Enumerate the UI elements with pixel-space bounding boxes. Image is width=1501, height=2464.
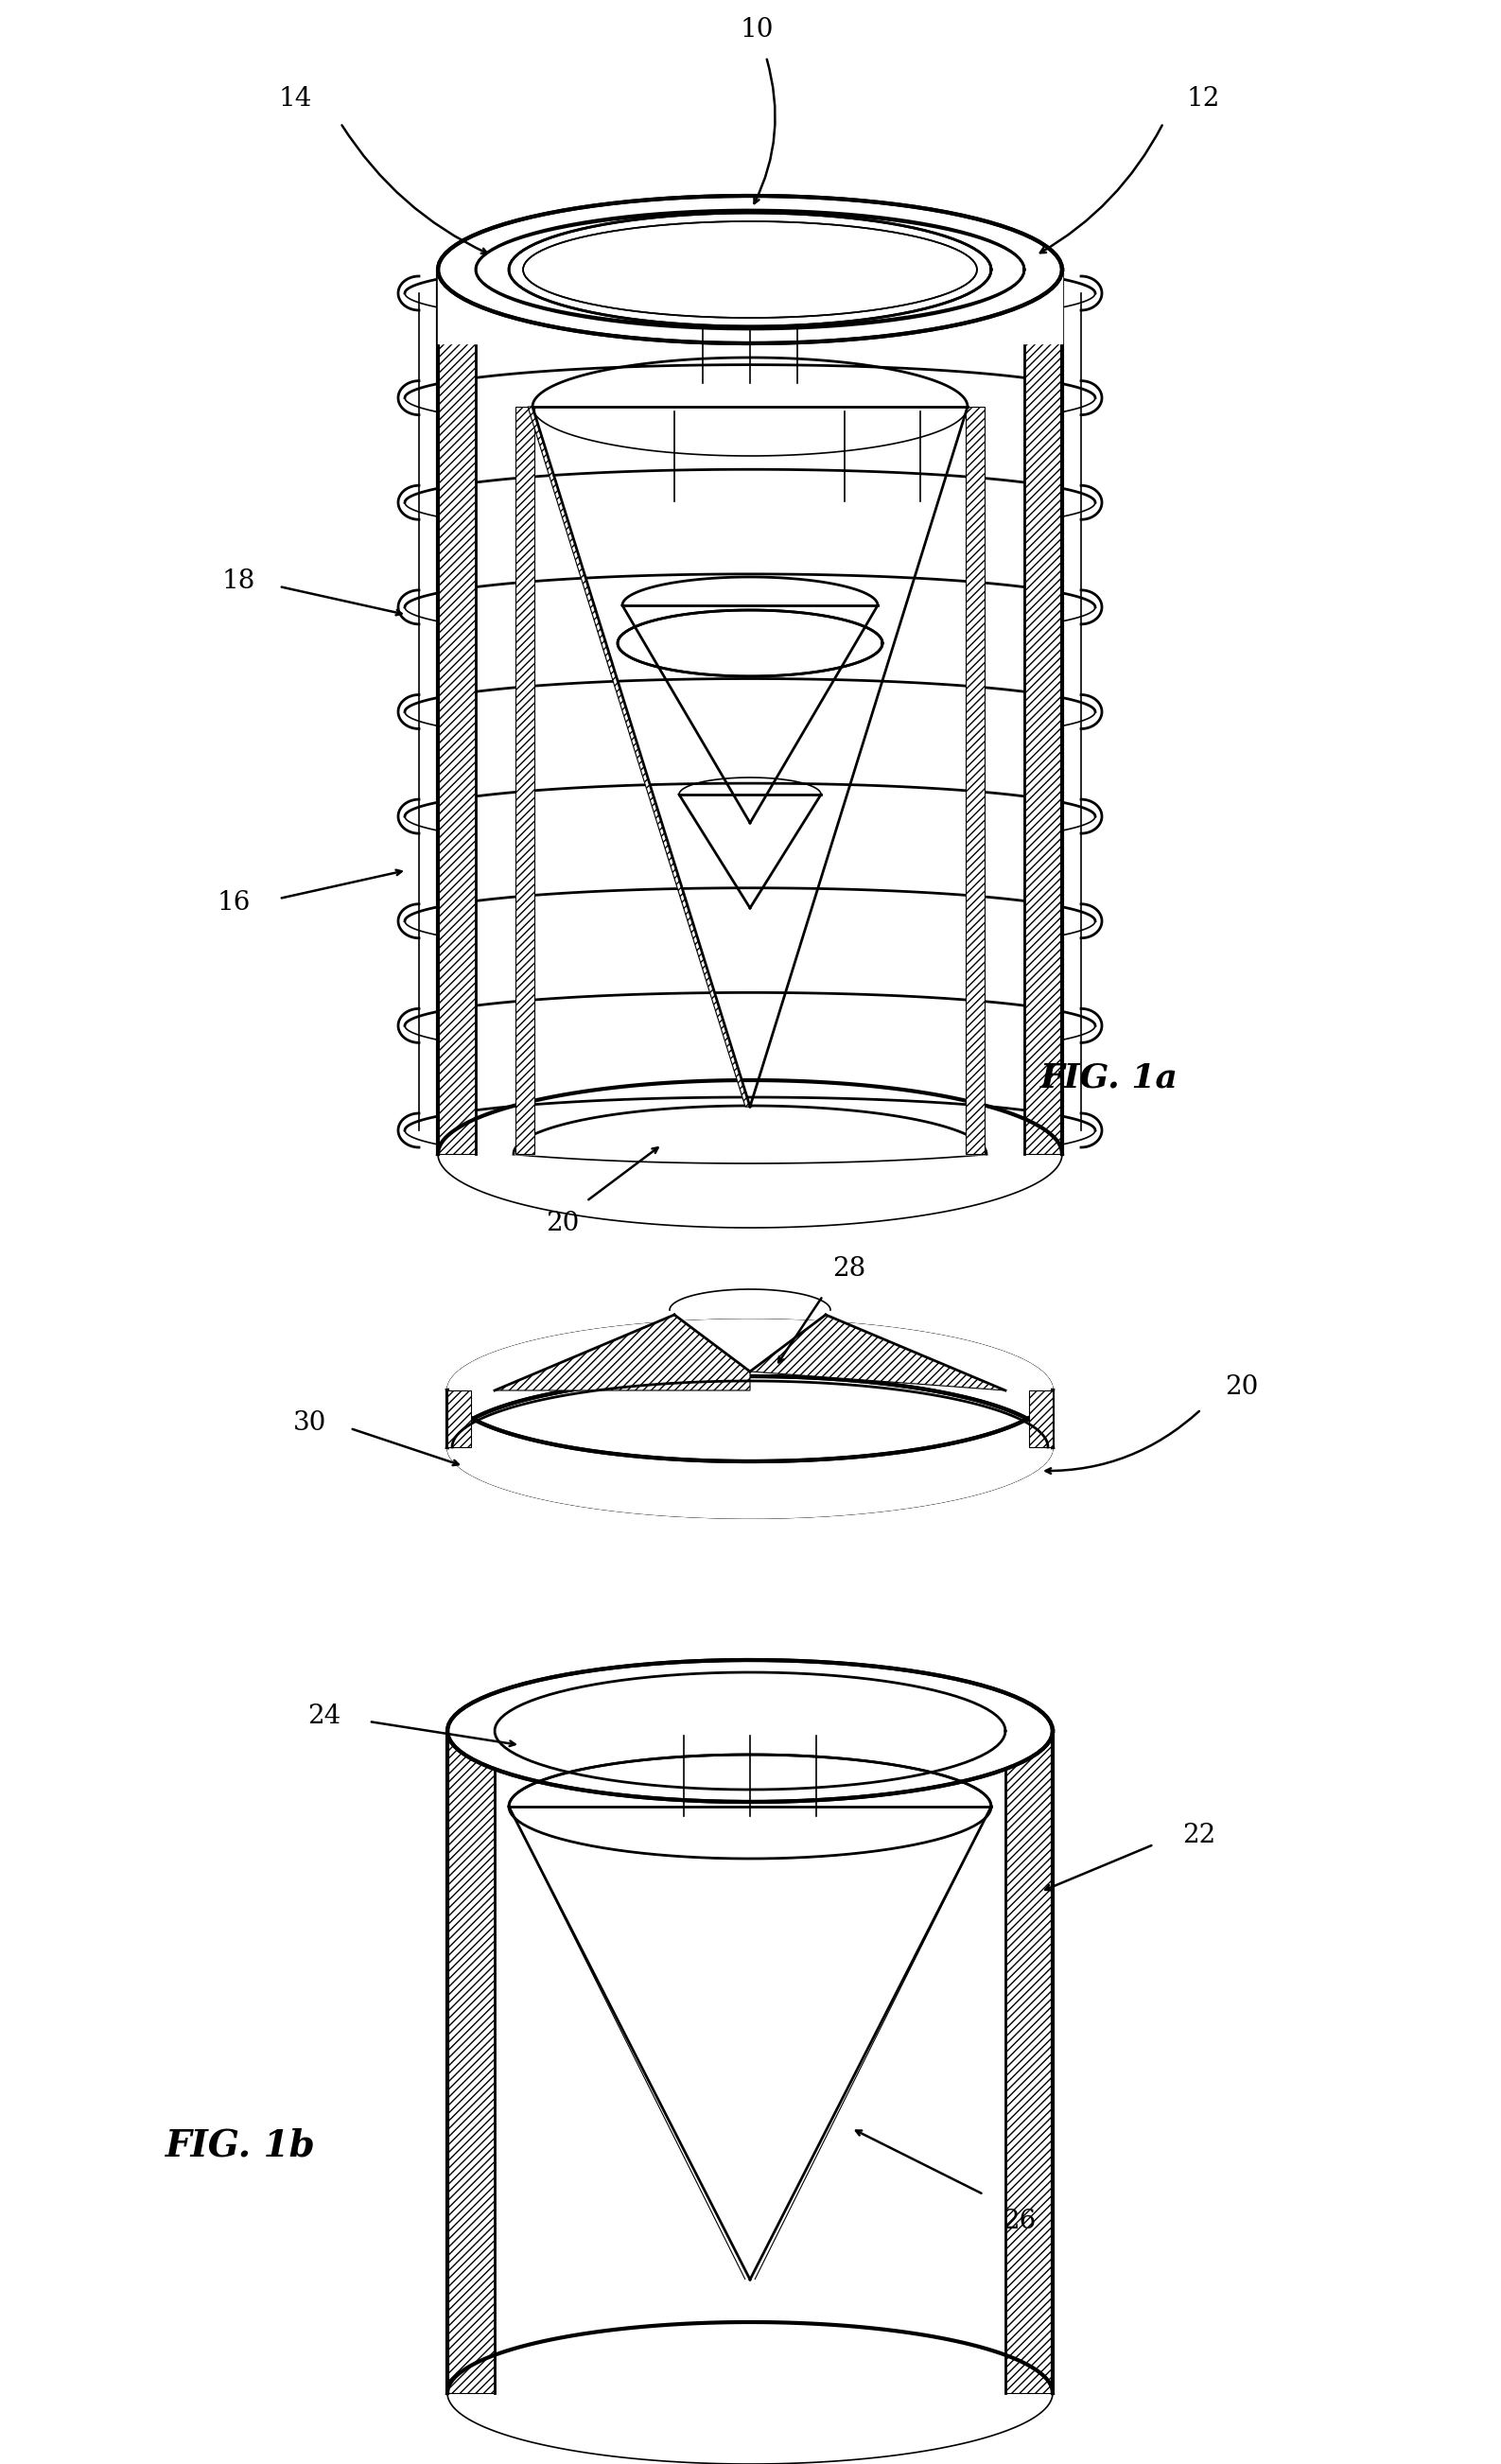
Polygon shape	[438, 269, 476, 1153]
Polygon shape	[495, 1316, 750, 1390]
Polygon shape	[623, 606, 750, 823]
Polygon shape	[447, 1730, 495, 2393]
Polygon shape	[513, 1141, 986, 1153]
Polygon shape	[515, 407, 534, 1153]
Polygon shape	[476, 269, 1024, 1153]
Polygon shape	[750, 407, 968, 1106]
Polygon shape	[528, 407, 750, 1106]
Polygon shape	[750, 606, 878, 823]
Text: FIG. 1b: FIG. 1b	[165, 2129, 315, 2163]
Polygon shape	[495, 1730, 1006, 2393]
Text: 16: 16	[218, 890, 251, 917]
Text: 30: 30	[293, 1412, 326, 1437]
Polygon shape	[755, 1806, 991, 2279]
Text: 20: 20	[1225, 1375, 1258, 1400]
Polygon shape	[447, 1390, 1052, 1446]
Text: 20: 20	[546, 1210, 579, 1237]
Polygon shape	[447, 1661, 1052, 1801]
Polygon shape	[678, 793, 750, 909]
Text: 12: 12	[1187, 86, 1220, 111]
Text: FIG. 1a: FIG. 1a	[1040, 1062, 1178, 1094]
Polygon shape	[447, 1377, 1052, 1518]
Polygon shape	[1006, 1730, 1052, 2393]
Polygon shape	[447, 1321, 1052, 1461]
Text: 18: 18	[222, 569, 255, 594]
Polygon shape	[509, 1806, 746, 2279]
Polygon shape	[750, 793, 821, 909]
Polygon shape	[509, 1754, 991, 1858]
Polygon shape	[965, 407, 985, 1153]
Text: 14: 14	[279, 86, 312, 111]
Polygon shape	[1030, 1390, 1052, 1446]
Text: 28: 28	[833, 1257, 866, 1281]
Text: 10: 10	[740, 17, 773, 42]
Polygon shape	[750, 1316, 1006, 1390]
Text: 26: 26	[1003, 2208, 1036, 2235]
Text: 22: 22	[1183, 1823, 1216, 1848]
Polygon shape	[1024, 269, 1063, 1153]
Text: 24: 24	[308, 1705, 341, 1730]
Polygon shape	[618, 611, 883, 675]
Polygon shape	[447, 1390, 471, 1446]
